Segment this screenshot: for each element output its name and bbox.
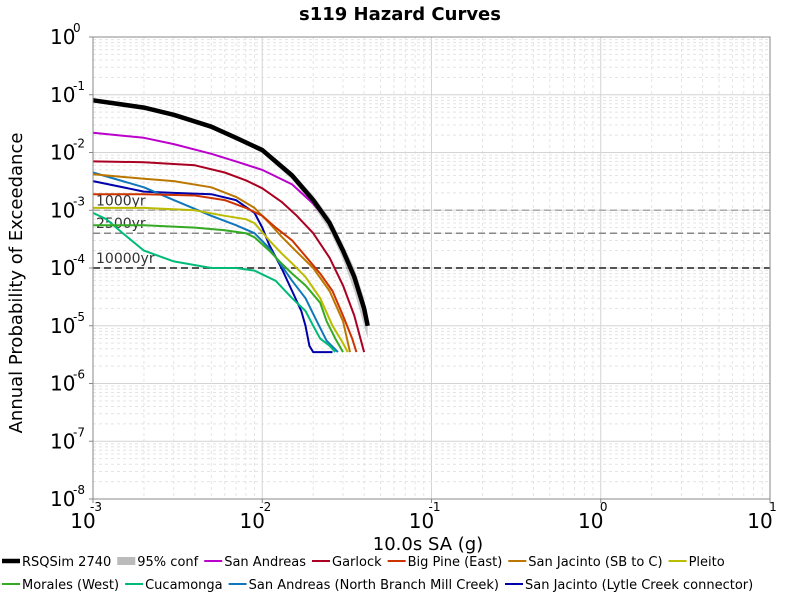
legend-label: San Andreas (North Branch Mill Creek) <box>249 578 499 593</box>
legend-item: San Andreas <box>204 555 306 570</box>
x-tick-label: 10 <box>409 509 434 533</box>
y-tick-label: 10 <box>50 314 75 338</box>
chart-title: s119 Hazard Curves <box>299 4 501 25</box>
legend-item: Big Pine (East) <box>387 555 503 570</box>
x-tick-label: 10 <box>70 509 95 533</box>
series-line-big-pine-east- <box>93 193 358 353</box>
y-tick-label: 10 <box>50 25 75 49</box>
y-tick-exponent: 0 <box>73 21 81 35</box>
y-axis-label: Annual Probability of Exceedance <box>6 133 27 434</box>
legend-label: San Jacinto (Lytle Creek connector) <box>525 578 753 593</box>
legend-label: Morales (West) <box>22 578 119 593</box>
x-tick-exponent: -3 <box>90 500 102 514</box>
y-tick-label: 10 <box>50 372 75 396</box>
x-tick-label: 10 <box>240 509 265 533</box>
series-line-rsqsim <box>92 98 370 327</box>
legend: RSQSim 2740 95% conf San Andreas Garlock Big… <box>2 555 753 593</box>
series-line-morales-west- <box>93 224 344 353</box>
legend-label: 95% conf <box>137 555 198 570</box>
series-line-pleito <box>93 206 349 353</box>
legend-label: San Jacinto (SB to C) <box>528 555 662 570</box>
x-tick-exponent: 0 <box>600 500 608 514</box>
y-tick-exponent: -4 <box>73 252 85 266</box>
ref-label-1000yr: 1000yr <box>96 193 146 209</box>
x-tick-exponent: 1 <box>769 500 777 514</box>
series-line-san-andreas-north-branch-mill-creek- <box>92 171 339 353</box>
y-tick-label: 10 <box>50 83 75 107</box>
legend-item: San Jacinto (SB to C) <box>508 555 663 570</box>
legend-item: San Andreas (North Branch Mill Creek) <box>228 578 499 593</box>
y-tick-label: 10 <box>50 141 75 165</box>
y-tick-exponent: -6 <box>73 368 85 382</box>
legend-item: Morales (West) <box>2 578 119 593</box>
legend-label: RSQSim 2740 <box>22 555 111 570</box>
legend-item: Cucamonga <box>125 578 223 593</box>
legend-item: San Jacinto (Lytle Creek connector) <box>505 578 753 593</box>
x-tick-exponent: -2 <box>259 500 271 514</box>
x-tick-label: 10 <box>578 509 603 533</box>
axis-ticks: 10-310-210-110010110010-110-210-310-410-… <box>50 21 777 533</box>
legend-item: RSQSim 2740 <box>2 555 111 570</box>
series-line-garlock <box>92 160 366 353</box>
x-axis-label: 10.0s SA (g) <box>373 534 483 555</box>
y-tick-label: 10 <box>50 256 75 280</box>
y-tick-exponent: -8 <box>73 483 85 497</box>
legend-label: Cucamonga <box>145 578 223 593</box>
legend-item: Pleito <box>668 555 725 570</box>
legend-item: Garlock <box>312 555 382 570</box>
y-tick-exponent: -1 <box>73 79 85 93</box>
ref-label-10000yr: 10000yr <box>96 251 155 267</box>
legend-item: 95% conf <box>117 555 199 570</box>
legend-label: San Andreas <box>224 555 306 570</box>
x-tick-exponent: -1 <box>429 500 441 514</box>
y-tick-label: 10 <box>50 429 75 453</box>
y-tick-exponent: -3 <box>73 194 85 208</box>
y-tick-label: 10 <box>50 487 75 511</box>
y-tick-exponent: -7 <box>73 425 85 439</box>
legend-label: Big Pine (East) <box>408 555 503 570</box>
legend-label: Pleito <box>689 555 725 570</box>
y-tick-exponent: -2 <box>73 137 85 151</box>
y-tick-label: 10 <box>50 198 75 222</box>
y-tick-exponent: -5 <box>73 310 85 324</box>
x-tick-label: 10 <box>747 509 772 533</box>
legend-label: Garlock <box>332 555 382 570</box>
series-line-cucamonga <box>92 211 337 353</box>
series-lines <box>92 98 370 354</box>
